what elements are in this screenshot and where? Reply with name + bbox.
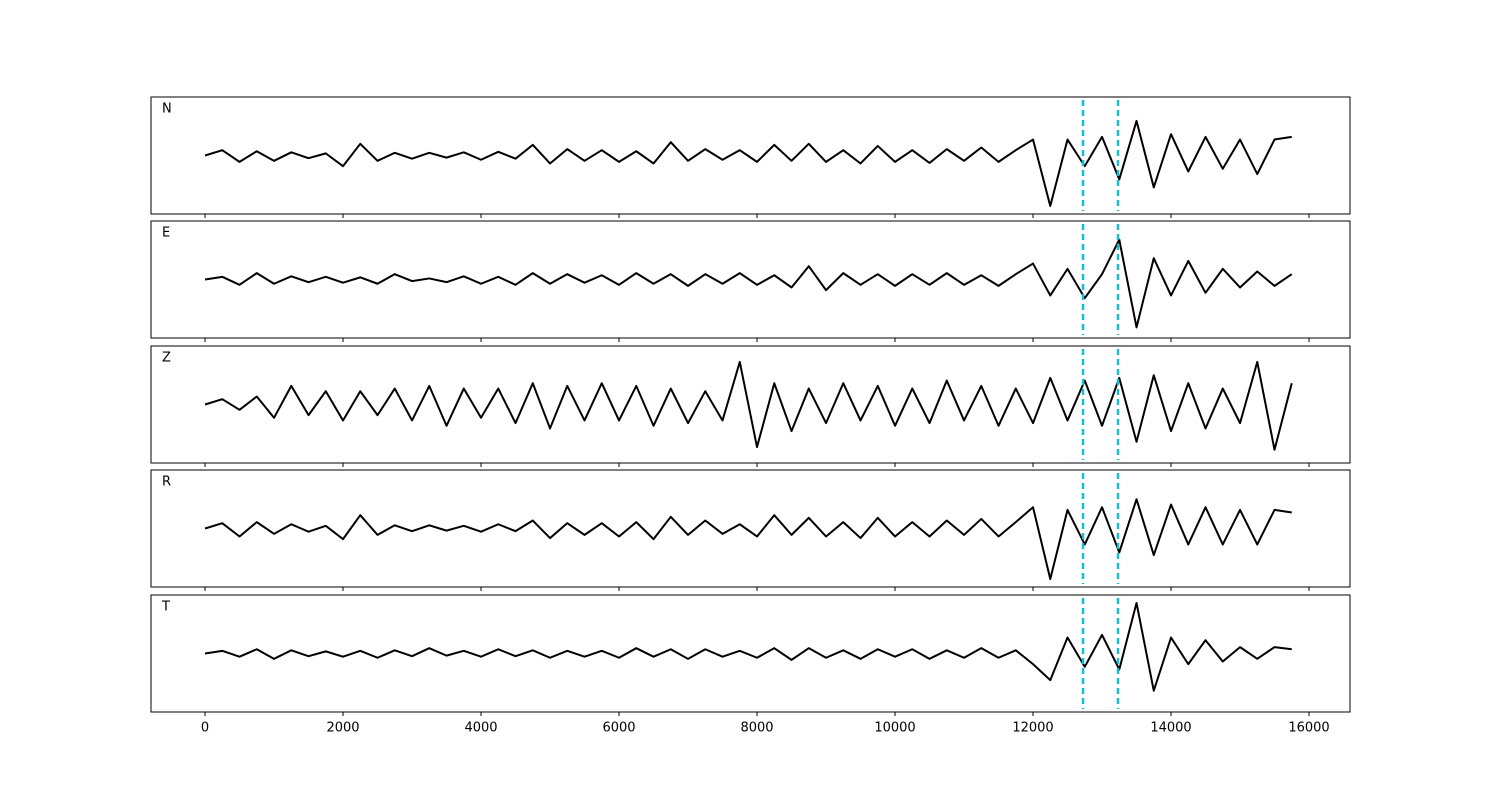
x-tick-label: 10000 <box>874 721 915 736</box>
panel-label: N <box>162 102 172 117</box>
waveform <box>204 360 1293 451</box>
x-tick-label: 14000 <box>1150 721 1191 736</box>
panel-frame <box>150 220 1351 339</box>
x-tick-label: 0 <box>201 721 209 736</box>
panel-label: Z <box>162 351 171 366</box>
x-tick-label: 6000 <box>602 721 635 736</box>
panel-frame <box>150 96 1351 215</box>
panel-label: E <box>162 226 170 241</box>
waveform <box>204 238 1293 329</box>
waveform <box>204 601 1292 692</box>
panel-frame <box>150 469 1351 588</box>
x-tick-label: 12000 <box>1012 721 1053 736</box>
panel-label: T <box>161 600 170 615</box>
panel-frame <box>150 594 1351 713</box>
panel-frame <box>150 345 1351 464</box>
x-tick-label: 8000 <box>740 721 773 736</box>
x-tick-label: 16000 <box>1288 721 1329 736</box>
x-tick-label: 2000 <box>326 721 359 736</box>
x-tick-label: 4000 <box>464 721 497 736</box>
waveform <box>204 119 1292 208</box>
waveform <box>204 498 1292 581</box>
panel-label: R <box>162 475 171 490</box>
